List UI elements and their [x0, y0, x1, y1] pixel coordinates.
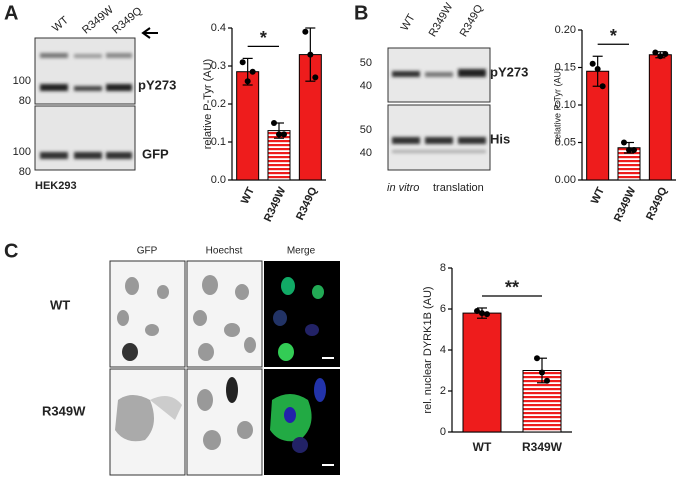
marker: 100	[13, 75, 31, 87]
y-tick-label: 0.15	[555, 61, 576, 73]
marker: 100	[13, 146, 31, 158]
blot-image	[34, 105, 136, 171]
data-point	[307, 51, 314, 58]
marker: 50	[360, 57, 372, 69]
data-point	[276, 131, 282, 138]
data-point	[539, 369, 545, 376]
x-tick-label: R349Q	[644, 185, 670, 222]
data-point	[484, 311, 490, 318]
bar	[522, 370, 562, 433]
data-point	[594, 66, 601, 72]
band-label: pY273	[138, 77, 176, 92]
blot-image	[34, 37, 136, 105]
data-point	[534, 355, 540, 362]
row-label: WT	[50, 297, 70, 312]
x-tick-label: WT	[239, 185, 257, 206]
x-tick-label: WT	[473, 440, 492, 454]
y-tick-label: 0.4	[211, 22, 226, 34]
y-tick-label: 0.10	[555, 99, 576, 111]
blot-b: WT R349W R349Q 50 40 50 40 pY273 His in …	[360, 1, 529, 194]
panel-label: C	[4, 240, 18, 262]
data-point	[589, 60, 596, 67]
y-tick-label: 0	[440, 426, 446, 438]
y-tick-label: 4	[440, 344, 446, 356]
significance-label: **	[505, 278, 519, 298]
y-axis-label: relative P-Tyr (AU)	[552, 68, 562, 142]
marker: 80	[19, 95, 31, 107]
data-point	[621, 139, 627, 146]
x-tick-label: R349W	[522, 440, 563, 454]
band-label: His	[490, 131, 510, 146]
data-point	[626, 147, 632, 153]
y-tick-label: 0.05	[555, 136, 576, 148]
caption: in vitro	[387, 182, 419, 194]
y-tick-label: 0.2	[211, 98, 226, 110]
y-tick-label: 0.00	[555, 174, 576, 186]
significance-label: *	[610, 26, 617, 46]
data-point	[657, 53, 664, 60]
y-tick-label: 0.20	[555, 24, 576, 36]
microscopy: GFP Hoechst Merge WT R349W	[42, 246, 340, 476]
bar	[462, 312, 502, 433]
bar	[586, 70, 610, 181]
marker: 50	[360, 124, 372, 136]
lane-label: R349W	[427, 1, 456, 39]
data-point	[479, 310, 485, 317]
bar	[648, 54, 672, 181]
caption: translation	[433, 182, 484, 194]
lane-label: R349Q	[110, 5, 145, 37]
blot-a: WT R349W R349Q 100 80 100 80 pY273 GFP H…	[13, 3, 177, 192]
y-tick-label: 0.0	[211, 174, 226, 186]
data-point	[544, 377, 550, 384]
column-header: GFP	[137, 246, 158, 257]
data-point	[312, 74, 319, 81]
y-axis-label: relative P-Tyr (AU)	[202, 59, 214, 149]
lane-label: WT	[399, 12, 418, 33]
y-tick-label: 2	[440, 385, 446, 397]
row-label: R349W	[42, 403, 86, 418]
y-tick-label: 0.1	[211, 136, 226, 148]
band-label: pY273	[490, 64, 528, 79]
panel-label: B	[354, 2, 368, 24]
lane-label: WT	[50, 14, 71, 34]
marker: 40	[360, 147, 372, 159]
bar	[236, 71, 260, 181]
data-point	[652, 49, 659, 56]
x-tick-label: R349W	[612, 185, 639, 224]
data-point	[239, 59, 246, 66]
significance-label: *	[260, 28, 267, 48]
x-tick-label: WT	[589, 185, 607, 206]
marker: 80	[19, 166, 31, 178]
data-point	[662, 51, 669, 57]
lane-label: R349W	[80, 3, 116, 36]
column-header: Merge	[287, 246, 316, 257]
y-tick-label: 0.3	[211, 60, 226, 72]
x-tick-label: R349Q	[294, 185, 320, 222]
data-point	[249, 68, 256, 75]
band-label: GFP	[142, 146, 169, 161]
cell-line: HEK293	[35, 180, 77, 192]
data-point	[474, 308, 480, 315]
lane-label: R349Q	[458, 2, 486, 39]
arrow	[141, 27, 158, 39]
marker: 40	[360, 80, 372, 92]
data-point	[281, 131, 287, 138]
x-tick-label: R349W	[262, 185, 289, 224]
data-point	[631, 147, 637, 153]
data-point	[244, 78, 251, 85]
image	[186, 368, 263, 476]
data-point	[599, 83, 606, 90]
y-tick-label: 8	[440, 262, 446, 274]
y-axis-label: rel. nuclear DYRK1B (AU)	[422, 286, 434, 413]
data-point	[302, 28, 309, 35]
data-point	[271, 120, 277, 126]
y-tick-label: 6	[440, 303, 446, 315]
column-header: Hoechst	[206, 246, 243, 257]
panel-label: A	[4, 2, 18, 24]
